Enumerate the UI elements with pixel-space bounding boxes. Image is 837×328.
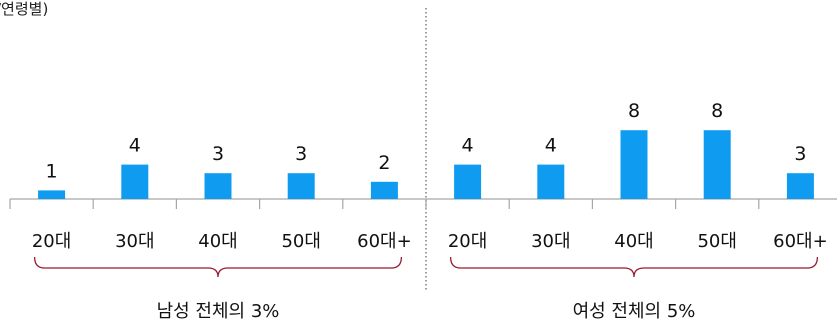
data-label: 3 xyxy=(794,143,806,165)
data-label: 4 xyxy=(545,135,557,157)
data-label: 2 xyxy=(378,152,390,174)
group-brace xyxy=(33,256,403,278)
data-label: 3 xyxy=(295,143,307,165)
bar xyxy=(38,190,66,199)
category-labels-layer: 20대 30대 40대 50대 60대+ 20대 30대 40대 50대 60대+ xyxy=(32,231,828,252)
value-labels-layer: 1 4 3 3 2 4 4 8 8 3 xyxy=(46,100,807,182)
group-labels-layer: 남성 전체의 3% 여성 전체의 5% xyxy=(157,301,696,322)
x-axis-layer xyxy=(9,198,837,209)
data-label: 8 xyxy=(711,100,723,122)
bar xyxy=(370,181,398,199)
bars-layer xyxy=(38,130,814,199)
group-label: 남성 전체의 3% xyxy=(157,301,280,322)
bar xyxy=(287,173,315,199)
chart-subtitle: /연령별) xyxy=(0,0,48,18)
bar xyxy=(703,130,731,199)
data-label: 3 xyxy=(212,143,224,165)
bar xyxy=(454,164,482,199)
x-tick-label: 30대 xyxy=(115,231,154,252)
x-tick-label: 40대 xyxy=(614,231,653,252)
bar xyxy=(204,173,232,199)
group-label: 여성 전체의 5% xyxy=(573,301,696,322)
x-tick-label: 60대+ xyxy=(357,231,412,252)
data-label: 1 xyxy=(46,160,58,182)
x-tick-label: 40대 xyxy=(198,231,237,252)
bar xyxy=(121,164,149,199)
group-braces-layer xyxy=(33,256,819,278)
group-brace xyxy=(449,256,819,278)
data-label: 4 xyxy=(129,135,141,157)
bar xyxy=(620,130,648,199)
data-label: 4 xyxy=(462,135,474,157)
x-tick-label: 50대 xyxy=(281,231,320,252)
x-tick-label: 60대+ xyxy=(773,231,828,252)
x-tick-label: 30대 xyxy=(531,231,570,252)
x-tick-label: 20대 xyxy=(32,231,71,252)
bar xyxy=(786,173,814,199)
x-tick-label: 50대 xyxy=(697,231,736,252)
data-label: 8 xyxy=(628,100,640,122)
x-tick-label: 20대 xyxy=(448,231,487,252)
bar xyxy=(537,164,565,199)
